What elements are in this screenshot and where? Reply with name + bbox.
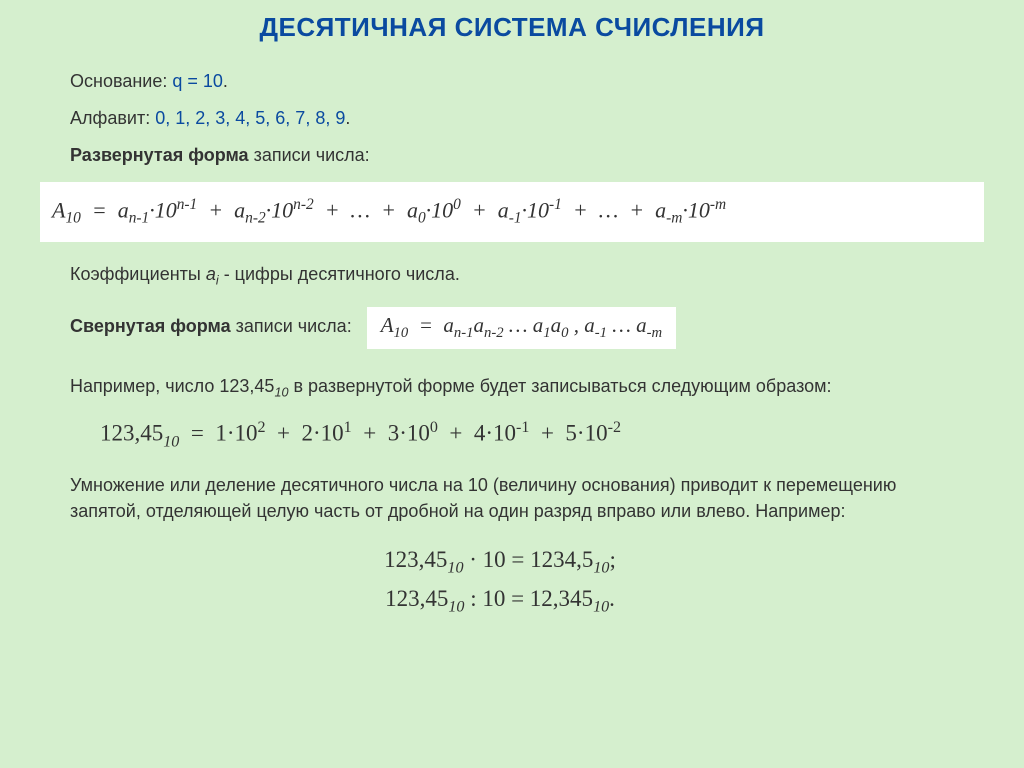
base-value: q = 10 <box>172 71 223 91</box>
alphabet-line: Алфавит: 0, 1, 2, 3, 4, 5, 6, 7, 8, 9. <box>70 108 984 129</box>
base-line: Основание: q = 10. <box>70 71 984 92</box>
example-expanded-formula: 123,4510 = 1·102 + 2·101 + 3·100 + 4·10-… <box>100 419 984 451</box>
multiplication-examples: 123,4510 · 10 = 1234,510;123,4510 : 10 =… <box>240 542 760 621</box>
compact-form-line: Свернутая форма записи числа: A10 = an-1… <box>70 307 984 348</box>
expanded-form-label: Развернутая форма записи числа: <box>70 145 984 166</box>
coefficients-line: Коэффициенты ai - цифры десятичного числ… <box>70 264 984 288</box>
alphabet-value: 0, 1, 2, 3, 4, 5, 6, 7, 8, 9 <box>155 108 345 128</box>
multiplication-text: Умножение или деление десятичного числа … <box>70 472 954 524</box>
page-title: ДЕСЯТИЧНАЯ СИСТЕМА СЧИСЛЕНИЯ <box>40 12 984 43</box>
example-intro: Например, число 123,4510 в развернутой ф… <box>70 373 954 402</box>
alphabet-label: Алфавит: <box>70 108 150 128</box>
compact-formula: A10 = an-1an-2 … a1a0 , a-1 … a-m <box>367 307 676 348</box>
base-label: Основание: <box>70 71 167 91</box>
expanded-formula: A10 = an-1·10n-1 + an-2·10n-2 + … + a0·1… <box>40 182 984 242</box>
